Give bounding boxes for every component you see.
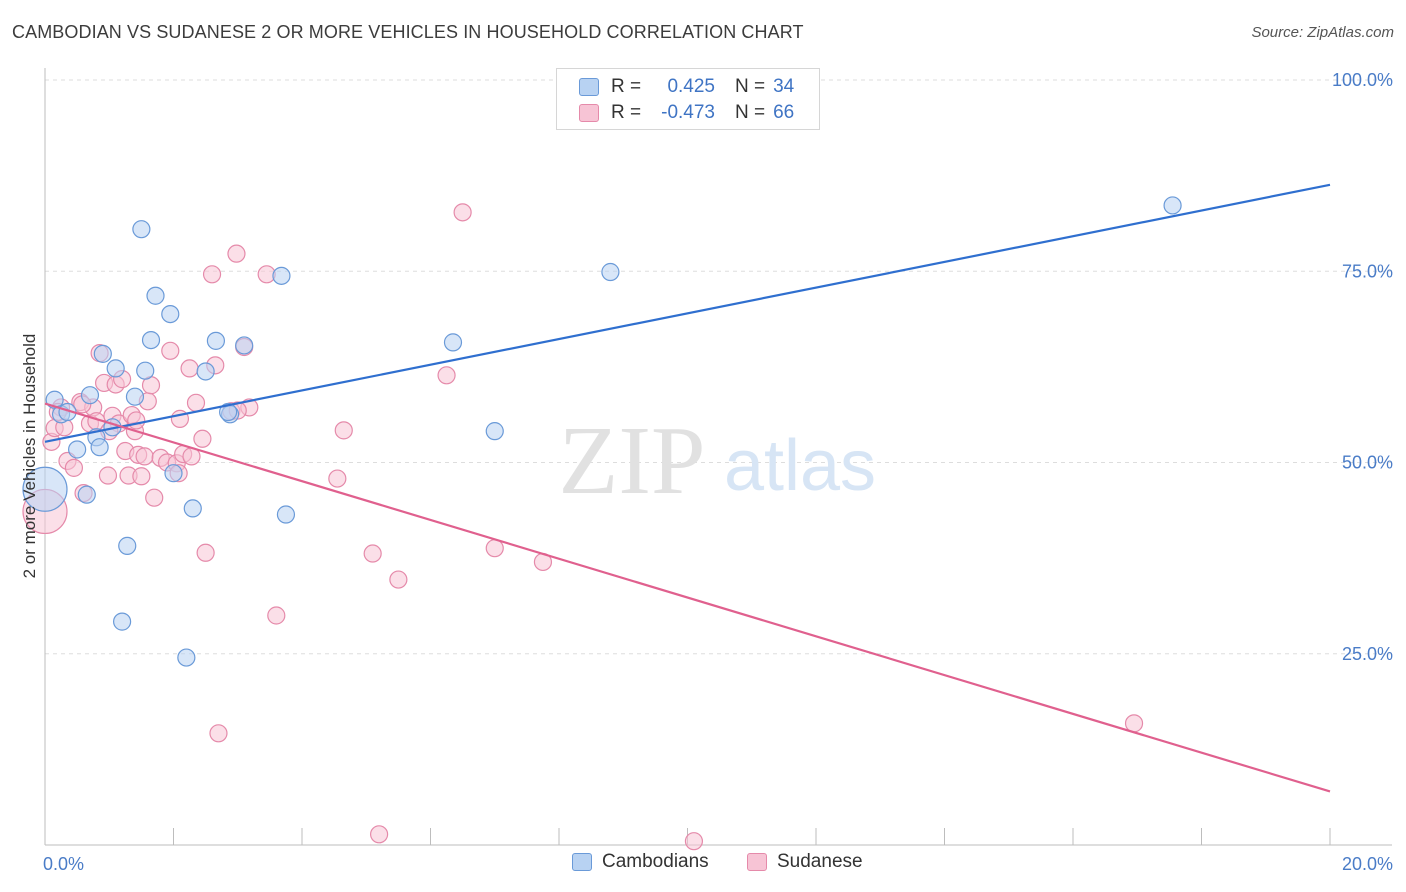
legend-label-sudanese: Sudanese <box>777 851 863 872</box>
sudanese-point <box>370 825 389 844</box>
cambodian-point <box>106 359 125 378</box>
legend-row-cambodians: R = 0.425 N = 34 <box>579 74 794 100</box>
watermark: ZIP atlas <box>559 407 877 515</box>
source-credit: Source: ZipAtlas.com <box>1251 24 1394 41</box>
cambodian-point <box>136 361 155 380</box>
cambodian-point <box>235 336 254 355</box>
y-tick-label: 25.0% <box>1342 644 1393 664</box>
cambodian-point <box>118 536 137 555</box>
sudanese-point <box>328 469 347 488</box>
cambodian-point <box>68 440 87 459</box>
legend-item-cambodians: Cambodians <box>572 851 709 873</box>
cambodian-point <box>132 220 151 239</box>
sudanese-point <box>1124 714 1144 733</box>
sudanese-point <box>145 488 164 507</box>
sudanese-point <box>98 466 118 485</box>
sudanese-point <box>389 570 408 589</box>
cambodian-point <box>93 344 112 363</box>
sudanese-point <box>437 366 456 385</box>
correlation-legend: R = 0.425 N = 34 R = -0.473 N = 66 <box>556 68 820 130</box>
cambodian-points <box>22 196 1182 667</box>
sudanese-point <box>209 724 228 743</box>
r-value: 0.425 <box>667 76 715 97</box>
cambodian-point <box>77 485 96 504</box>
sudanese-point <box>196 543 215 562</box>
r-label: R = <box>611 102 642 123</box>
sudanese-point <box>363 544 382 563</box>
trend-lines <box>44 183 1331 793</box>
chart-title: CAMBODIAN VS SUDANESE 2 OR MORE VEHICLES… <box>12 22 804 42</box>
sudanese-point <box>453 203 472 222</box>
sudanese-point <box>334 421 353 440</box>
r-value: -0.473 <box>661 102 715 123</box>
n-value: 66 <box>773 102 795 123</box>
watermark-zip: ZIP <box>559 407 706 515</box>
watermark-atlas: atlas <box>724 426 876 506</box>
cambodian-point <box>112 612 132 631</box>
sudanese-point <box>227 244 246 263</box>
cambodian-point <box>219 402 238 422</box>
cambodian-point <box>196 362 215 381</box>
cambodian-point <box>146 286 165 305</box>
pink-swatch <box>747 853 767 871</box>
sudanese-point <box>135 447 154 466</box>
sudanese-point <box>684 832 704 851</box>
cambodian-point <box>206 331 226 350</box>
pink-swatch <box>579 104 599 122</box>
axes <box>44 68 1392 846</box>
sudanese-points <box>22 203 1144 851</box>
cambodian-point <box>1163 196 1182 215</box>
cambodian-point <box>443 333 463 352</box>
tick-labels: 25.0% 50.0% 75.0% 100.0% 0.0% 20.0% <box>43 70 1393 874</box>
cambodian-point <box>183 499 202 518</box>
cambodian-point <box>601 262 620 282</box>
legend-row-sudanese: R = -0.473 N = 66 <box>579 100 794 126</box>
sudanese-point <box>127 411 146 430</box>
sudanese-point <box>186 393 206 412</box>
cambodian-point <box>90 438 109 457</box>
x-tick-label: 0.0% <box>43 854 84 874</box>
legend-item-sudanese: Sudanese <box>747 851 863 873</box>
sudanese-point <box>64 458 84 477</box>
x-tick-label: 20.0% <box>1342 854 1393 874</box>
y-tick-label: 50.0% <box>1342 453 1393 473</box>
cambodian-point <box>485 422 504 441</box>
n-label: N = <box>735 76 766 97</box>
y-tick-label: 75.0% <box>1342 261 1393 281</box>
blue-swatch <box>579 78 599 96</box>
legend-label-cambodians: Cambodians <box>602 851 709 872</box>
y-tick-label: 100.0% <box>1332 70 1393 90</box>
sudanese-point <box>193 429 212 448</box>
cambodian-point <box>164 464 183 483</box>
sudanese-point <box>202 265 222 284</box>
cambodian-point <box>141 331 161 350</box>
sudanese-point <box>180 359 199 378</box>
cambodian-point <box>276 505 296 524</box>
sudanese-trend-line <box>44 402 1331 793</box>
cambodian-point <box>125 387 145 406</box>
y-axis-label: 2 or more Vehicles in Household <box>20 334 39 579</box>
sudanese-point <box>161 341 180 360</box>
cambodian-trend-line <box>44 183 1331 443</box>
cambodian-point <box>161 304 180 324</box>
blue-swatch <box>572 853 592 871</box>
cambodian-point <box>22 466 68 512</box>
gridlines <box>45 79 1392 655</box>
n-value: 34 <box>773 76 795 97</box>
r-label: R = <box>611 76 642 97</box>
cambodian-point <box>80 386 100 405</box>
sudanese-point <box>132 467 151 486</box>
sudanese-point <box>267 606 286 625</box>
cambodian-point <box>272 266 291 285</box>
cambodian-point <box>177 648 196 667</box>
n-label: N = <box>735 102 766 123</box>
series-legend: Cambodians Sudanese <box>0 851 1406 877</box>
